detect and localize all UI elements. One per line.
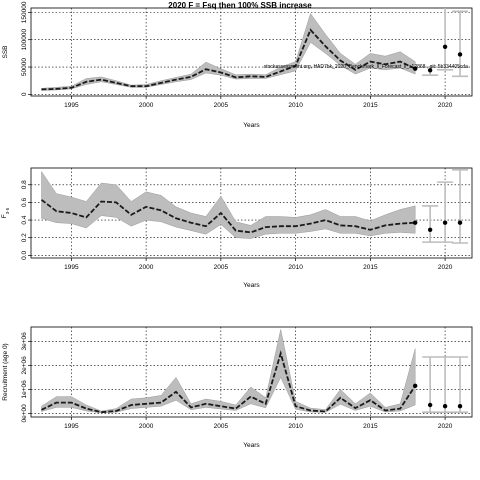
f-x-tick-label: 2020 [438, 264, 453, 271]
ssb-y-tick-label: 150000 [21, 1, 28, 23]
f-y-axis-label-main: F [1, 214, 8, 218]
recruitment-last-estimate-point [412, 383, 418, 388]
f-forecast-point [427, 227, 433, 232]
ssb-y-tick-label: 0 [21, 92, 28, 96]
ssb-y-tick-label: 50000 [21, 58, 28, 76]
f-x-ticks: 1995 2000 2005 2010 2015 2020 [64, 258, 453, 271]
ssb-forecast-point [442, 44, 448, 50]
recruitment-x-ticks: 1995 2000 2005 2010 2015 2020 [64, 417, 453, 430]
f-y-tick-label: 0.6 [21, 198, 28, 207]
f-y-axis-label-sub: 3-5 [5, 207, 10, 214]
ssb-estimate-line [41, 28, 416, 91]
ssb-plot-frame [30, 7, 473, 97]
ssb-x-tick-label: 2015 [363, 102, 378, 109]
ssb-y-ticks: 0 50000 100000 150000 [21, 1, 31, 96]
f-y-axis-label: F3-5 [1, 207, 10, 218]
ssb-x-tick-label: 2010 [288, 102, 303, 109]
ssb-x-tick-label: 2005 [214, 102, 229, 109]
f-x-axis-label: Years [243, 282, 260, 289]
ssb-x-tick-label: 2020 [438, 102, 453, 109]
f-x-tick-label: 2010 [288, 264, 303, 271]
recruitment-y-tick-label: 2e+06 [21, 356, 28, 375]
f-y-tick-label: 0.0 [21, 250, 28, 259]
ssb-gridlines [31, 8, 472, 96]
ssb-y-axis-label: SSB [2, 45, 9, 58]
figure-title: 2020 F = Fsq then 100% SSB increase [168, 1, 312, 10]
recruitment-forecast-point [457, 404, 463, 409]
recruitment-forecast-point [442, 404, 448, 409]
f-x-tick-label: 2000 [139, 264, 154, 271]
recruitment-forecast-points [412, 356, 469, 414]
f-x-tick-label: 2015 [363, 264, 378, 271]
f-last-estimate-point [412, 220, 418, 225]
recruitment-y-tick-label: 1e+06 [21, 380, 28, 399]
f-plot-frame [30, 167, 473, 259]
recruitment-y-axis-label: Recruitment (age 0) [2, 343, 9, 400]
ssb-last-estimate-point [412, 66, 418, 71]
f-forecast-point [457, 220, 463, 225]
ssb-y-tick-label: 100000 [21, 28, 28, 50]
recruitment-x-tick-label: 1995 [64, 423, 79, 430]
fishing-mortality-panel: 1995 2000 2005 2010 2015 2020 0.0 0.2 0.4 0.6 0.8… [1, 167, 473, 289]
recruitment-forecast-point [427, 402, 433, 408]
recruitment-estimate-line [41, 350, 416, 414]
recruitment-y-tick-label: 0e+00 [21, 404, 28, 423]
recruitment-x-axis-label: Years [243, 442, 260, 449]
recruitment-y-tick-label: 3e+06 [21, 332, 28, 351]
ssb-forecast-point [457, 52, 463, 57]
assessment-note: stockassessment.org, HAD7bk_2020_Benchma… [264, 64, 469, 70]
ssb-panel: 1995 2000 2005 2010 2015 2020 0 50000 100000 150… [2, 1, 473, 129]
f-x-tick-label: 1995 [64, 264, 79, 271]
ssb-x-ticks: 1995 2000 2005 2010 2015 2020 [64, 96, 453, 109]
recruitment-y-ticks: 0e+00 1e+06 2e+06 3e+06 [21, 332, 31, 423]
recruitment-x-tick-label: 2000 [139, 423, 154, 430]
f-y-ticks: 0.0 0.2 0.4 0.6 0.8 [21, 180, 31, 260]
recruitment-x-tick-label: 2005 [214, 423, 229, 430]
f-y-tick-label: 0.2 [21, 233, 28, 242]
recruitment-plot-frame [30, 326, 473, 418]
recruitment-panel: 1995 2000 2005 2010 2015 2020 0e+00 1e+06 2e+06… [2, 326, 473, 449]
f-forecast-point [442, 220, 448, 225]
f-x-tick-label: 2005 [214, 264, 229, 271]
recruitment-x-tick-label: 2015 [363, 423, 378, 430]
ssb-x-axis-label: Years [243, 122, 260, 129]
ssb-forecast-points [412, 8, 469, 78]
ssb-forecast-point [427, 68, 433, 73]
ssb-confidence-band [41, 13, 416, 91]
f-forecast-points [412, 168, 469, 244]
recruitment-x-tick-label: 2010 [288, 423, 303, 430]
f-y-tick-label: 0.4 [21, 215, 28, 224]
f-y-tick-label: 0.8 [21, 180, 28, 189]
recruitment-confidence-band [41, 329, 416, 414]
recruitment-x-tick-label: 2020 [438, 423, 453, 430]
ssb-x-tick-label: 1995 [64, 102, 79, 109]
f-estimate-line [40, 199, 416, 234]
ssb-x-tick-label: 2000 [139, 102, 154, 109]
